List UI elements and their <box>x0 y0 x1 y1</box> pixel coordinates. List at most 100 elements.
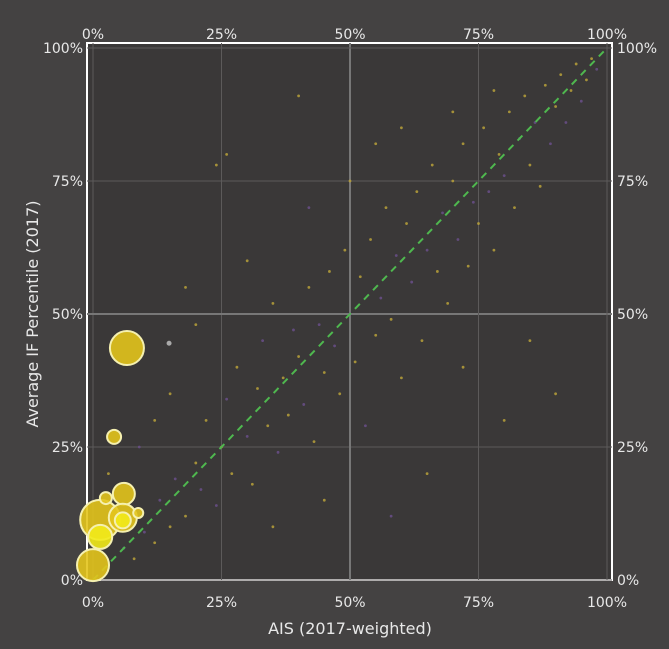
bubble[interactable] <box>87 523 114 550</box>
data-point <box>471 200 475 204</box>
data-point <box>425 248 429 252</box>
reference-diagonal <box>92 47 608 581</box>
bubble[interactable] <box>113 511 132 530</box>
data-point <box>153 419 157 422</box>
data-point <box>256 387 259 390</box>
y-tick-label-left: 75% <box>52 174 83 190</box>
data-point <box>343 248 347 252</box>
data-point <box>168 392 172 396</box>
data-point <box>173 477 177 481</box>
x-axis-label: AIS (2017-weighted) <box>268 619 432 638</box>
data-point <box>513 206 516 210</box>
data-point <box>132 557 136 561</box>
data-point <box>389 317 393 321</box>
data-point <box>374 333 378 337</box>
data-point <box>348 179 352 183</box>
data-point <box>230 472 234 475</box>
data-point <box>143 530 146 534</box>
data-point <box>137 445 141 449</box>
data-point <box>158 498 162 502</box>
x-tick-label-bottom: 100% <box>587 595 627 611</box>
data-point <box>502 174 506 178</box>
data-point <box>528 163 532 167</box>
data-point <box>312 440 316 444</box>
y-tick-label-left: 0% <box>61 573 83 589</box>
data-point <box>271 525 275 529</box>
data-point <box>307 286 311 289</box>
data-point <box>595 67 599 71</box>
data-point <box>333 344 336 348</box>
y-tick-label-right: 0% <box>617 573 639 589</box>
data-point <box>554 105 557 108</box>
data-point <box>559 73 563 76</box>
data-point <box>266 424 270 428</box>
bubble[interactable] <box>98 491 113 506</box>
bubble[interactable] <box>132 506 145 519</box>
data-point <box>466 264 470 268</box>
data-point <box>281 376 285 380</box>
data-point <box>194 323 198 327</box>
data-point <box>250 482 254 486</box>
data-point <box>389 514 393 518</box>
x-tick-label-top: 75% <box>463 27 494 43</box>
y-tick-label-left: 50% <box>52 307 83 323</box>
data-point <box>564 121 568 124</box>
data-point <box>225 153 229 156</box>
y-axis-label: Average IF Percentile (2017) <box>23 200 42 427</box>
data-point <box>276 450 280 454</box>
tick-labels: 0% 0% 0% 0% 25% 25% 25% 25% 50% 50% 50% 50% 75% 75% 75… <box>43 27 657 611</box>
data-point <box>425 472 429 475</box>
data-point <box>307 206 311 210</box>
bubble[interactable] <box>106 428 123 445</box>
data-point <box>384 206 388 210</box>
data-point <box>297 355 300 358</box>
x-tick-label-bottom: 50% <box>334 595 365 611</box>
data-point <box>569 89 573 92</box>
data-point <box>374 142 378 146</box>
data-point <box>379 296 383 300</box>
x-tick-label-top: 0% <box>82 27 104 43</box>
data-point <box>420 339 424 342</box>
data-point <box>410 280 414 284</box>
data-point <box>328 270 331 273</box>
x-tick-label-top: 100% <box>587 27 627 43</box>
data-point <box>297 94 300 98</box>
data-point <box>317 323 321 327</box>
data-point <box>214 504 218 507</box>
data-point <box>507 110 511 114</box>
bubble[interactable] <box>108 330 145 367</box>
data-point <box>451 110 455 114</box>
bubble[interactable] <box>76 548 110 583</box>
data-point <box>302 403 306 406</box>
data-point <box>353 360 357 364</box>
data-point <box>369 238 372 241</box>
data-point <box>441 211 444 215</box>
data-point <box>286 413 290 417</box>
data-point <box>461 142 465 146</box>
data-point <box>400 376 403 380</box>
data-point <box>184 514 187 518</box>
data-point <box>446 301 450 305</box>
data-point <box>153 541 157 545</box>
data-point <box>482 126 486 130</box>
data-point <box>487 190 491 194</box>
y-tick-label-right: 50% <box>617 307 648 323</box>
y-tick-label-left: 25% <box>52 440 83 456</box>
x-tick-label-bottom: 75% <box>463 595 494 611</box>
data-point <box>415 190 419 194</box>
bubble[interactable] <box>111 481 136 506</box>
y-tick-label-right: 75% <box>617 174 648 190</box>
data-point <box>502 419 506 422</box>
data-point <box>497 153 501 156</box>
data-point <box>245 434 249 438</box>
data-point <box>199 488 203 491</box>
data-point <box>184 286 187 289</box>
data-point <box>554 392 557 396</box>
data-point <box>549 142 552 146</box>
data-point <box>168 525 172 529</box>
data-point <box>292 328 295 332</box>
data-point <box>338 392 342 396</box>
data-point <box>456 238 460 241</box>
x-tick-label-top: 50% <box>334 27 365 43</box>
